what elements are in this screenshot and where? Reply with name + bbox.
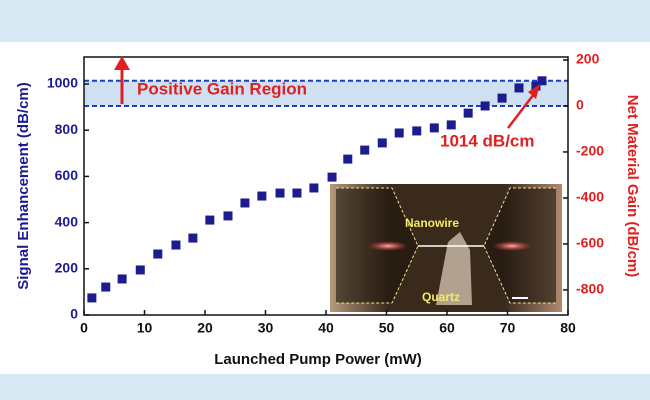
y-axis-title: Signal Enhancement (dB/cm) xyxy=(15,82,32,290)
data-point xyxy=(377,138,387,148)
y2-tick-label: -200 xyxy=(576,143,604,159)
data-point xyxy=(135,265,145,275)
data-point xyxy=(240,198,250,208)
data-point xyxy=(257,191,267,201)
annotation: Positive Gain Region xyxy=(137,79,307,98)
y-tick-label: 200 xyxy=(55,260,79,276)
y2-tick-label: -600 xyxy=(576,235,604,251)
data-point xyxy=(309,183,319,193)
taper-outline xyxy=(336,187,419,304)
data-point xyxy=(429,123,439,133)
data-point xyxy=(394,128,404,138)
quartz-fiber xyxy=(436,232,472,305)
data-point xyxy=(153,249,163,259)
data-point xyxy=(292,188,302,198)
data-point xyxy=(171,240,181,250)
y2-axis-title: Net Material Gain (dB/cm) xyxy=(624,95,641,278)
taper-outline xyxy=(483,187,556,304)
x-axis-title: Launched Pump Power (mW) xyxy=(214,351,422,368)
x-tick-label: 30 xyxy=(258,320,274,336)
glow xyxy=(368,241,408,251)
bottom-band xyxy=(0,374,650,400)
data-point xyxy=(514,83,524,93)
data-point xyxy=(497,93,507,103)
data-point xyxy=(275,188,285,198)
data-point xyxy=(531,81,541,91)
y-tick-label: 0 xyxy=(70,306,78,322)
y-tick-label: 400 xyxy=(55,213,79,229)
y-tick-label: 600 xyxy=(55,167,79,183)
x-tick-label: 60 xyxy=(439,320,455,336)
annotation-arrow xyxy=(507,93,535,129)
x-tick-label: 50 xyxy=(379,320,395,336)
x-tick-label: 70 xyxy=(500,320,516,336)
data-point xyxy=(463,108,473,118)
top-band xyxy=(0,0,650,42)
inset-label: Quartz xyxy=(422,290,460,304)
y-tick-label: 1000 xyxy=(47,75,78,91)
data-point xyxy=(360,145,370,155)
glow xyxy=(492,241,532,251)
y2-tick-label: -400 xyxy=(576,189,604,205)
y2-tick-label: 0 xyxy=(576,97,584,113)
data-point xyxy=(101,282,111,292)
arrow-head xyxy=(528,84,540,99)
x-tick-label: 0 xyxy=(80,320,88,336)
data-point xyxy=(537,76,547,86)
y2-tick-label: -800 xyxy=(576,281,604,297)
data-point xyxy=(327,172,337,182)
data-point xyxy=(205,215,215,225)
x-tick-label: 20 xyxy=(197,320,213,336)
inset-photo: Nanowire Quartz xyxy=(330,184,562,312)
x-tick-label: 40 xyxy=(318,320,334,336)
data-point xyxy=(223,211,233,221)
y-tick-label: 800 xyxy=(55,121,79,137)
data-point xyxy=(117,274,127,284)
x-tick-label: 80 xyxy=(560,320,576,336)
annotation: 1014 dB/cm xyxy=(440,131,535,150)
data-point xyxy=(343,154,353,164)
y2-tick-label: 200 xyxy=(576,51,600,67)
x-tick-label: 10 xyxy=(137,320,153,336)
data-point xyxy=(412,126,422,136)
data-point xyxy=(446,120,456,130)
data-point xyxy=(87,293,97,303)
data-point xyxy=(188,233,198,243)
data-point xyxy=(480,101,490,111)
inset-label: Nanowire xyxy=(405,216,459,230)
arrow-head xyxy=(114,56,130,70)
